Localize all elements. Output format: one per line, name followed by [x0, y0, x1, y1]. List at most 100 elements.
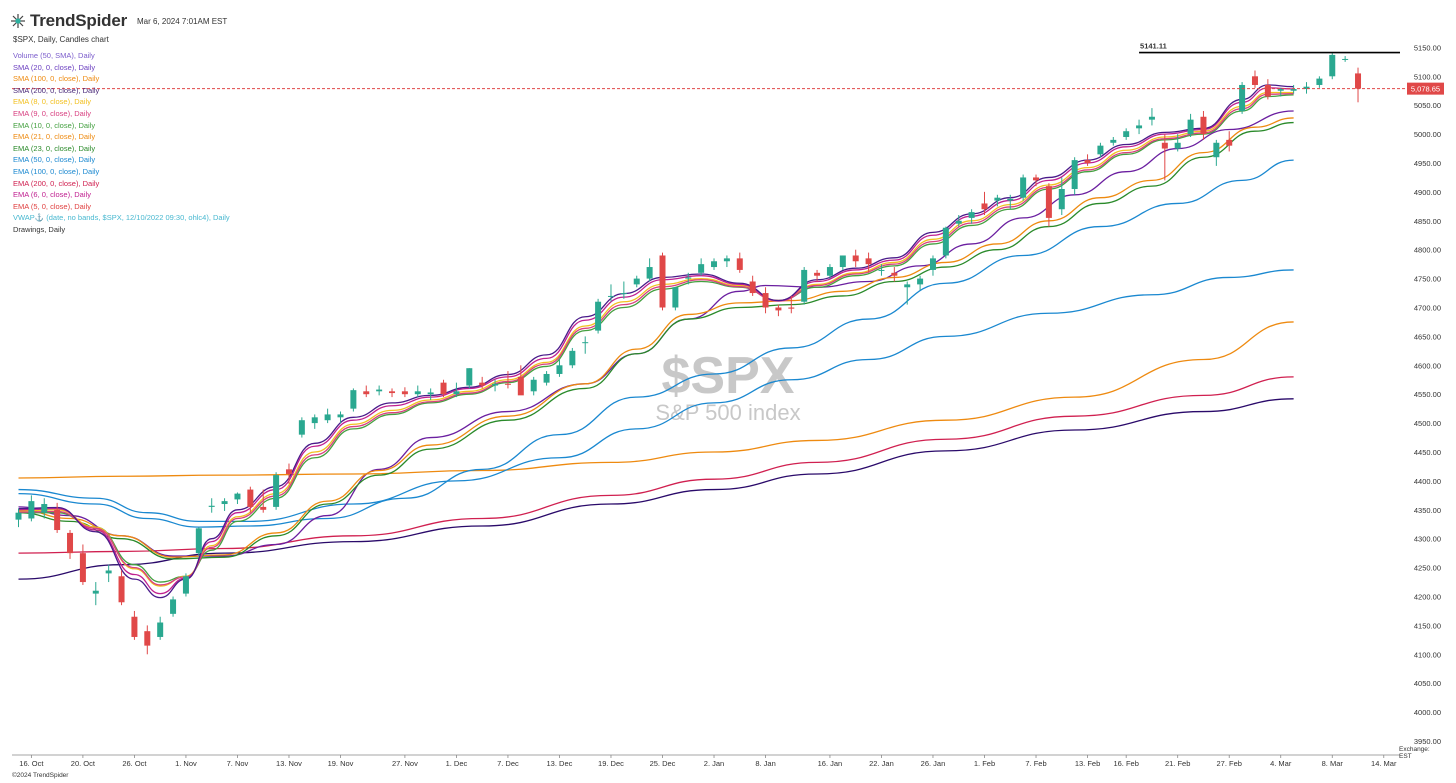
candle [479, 376, 486, 389]
candle [633, 275, 640, 288]
legend-item[interactable]: EMA (5, 0, close), Daily [13, 201, 91, 211]
candle [711, 258, 718, 270]
candle-body [955, 220, 962, 224]
y-tick-label: 4200.00 [1414, 593, 1441, 602]
candle [208, 498, 215, 513]
candle [1303, 82, 1310, 94]
x-tick-label: 13. Dec [547, 759, 573, 768]
ma-line [18, 398, 1294, 580]
x-tick-label: 25. Dec [650, 759, 676, 768]
candle [15, 508, 22, 528]
y-tick-label: 4250.00 [1414, 564, 1441, 573]
candle-body [170, 599, 177, 614]
y-tick-label: 4650.00 [1414, 332, 1441, 341]
x-tick-label: 14. Mar [1371, 759, 1397, 768]
candle-body [1303, 86, 1310, 90]
candle-body [504, 383, 511, 385]
candle-body [659, 255, 666, 308]
candle [67, 530, 74, 559]
watermark-symbol: $SPX [662, 347, 795, 405]
legend-item[interactable]: SMA (100, 0, close), Daily [13, 74, 100, 84]
ma-line [18, 159, 1294, 528]
legend-item[interactable]: EMA (8, 0, close), Daily [13, 97, 91, 107]
candle-body [852, 255, 859, 262]
candlesticks [15, 53, 1362, 655]
watermark: $SPX S&P 500 index [655, 347, 800, 425]
legend-item[interactable]: EMA (50, 0, close), Daily [13, 155, 96, 165]
candle [1045, 183, 1052, 227]
candle-body [595, 301, 602, 331]
candle-body [15, 512, 22, 520]
candle-body [1007, 198, 1014, 201]
x-tick-label: 16. Jan [818, 759, 843, 768]
candle [195, 527, 202, 557]
legend-item[interactable]: EMA (200, 0, close), Daily [13, 178, 100, 188]
candle-body [1097, 145, 1104, 155]
ma-line [18, 94, 1294, 583]
candle-body [389, 391, 396, 394]
candle-body [968, 212, 975, 218]
y-tick-label: 5050.00 [1414, 101, 1441, 110]
candle-body [273, 475, 280, 507]
candle [826, 264, 833, 279]
legend-item[interactable]: SMA (20, 0, close), Daily [13, 62, 96, 72]
candle [427, 388, 434, 400]
candle-body [1045, 186, 1052, 218]
legend-item[interactable]: SMA (200, 0, close), Daily [13, 85, 100, 95]
candle-body [479, 382, 486, 386]
header: TrendSpider Mar 6, 2024 7:01AM EST [10, 10, 227, 32]
candle [1264, 79, 1271, 100]
candle [1342, 56, 1349, 62]
price-overlays: 5141.11 5,078.65 [12, 42, 1444, 95]
candle [801, 267, 808, 305]
legend-item[interactable]: EMA (10, 0, close), Daily [13, 120, 96, 130]
candle-body [131, 616, 138, 637]
candle [517, 365, 524, 396]
legend-item[interactable]: EMA (21, 0, close), Daily [13, 132, 96, 142]
candle [1020, 174, 1027, 201]
y-tick-label: 4850.00 [1414, 217, 1441, 226]
candle [1007, 194, 1014, 210]
candle-body [1136, 125, 1143, 129]
candle-body [1277, 89, 1284, 91]
legend-item[interactable]: EMA (100, 0, close), Daily [13, 166, 100, 176]
candle [994, 194, 1001, 207]
y-tick-label: 4900.00 [1414, 188, 1441, 197]
candle [440, 379, 447, 398]
candle-body [904, 284, 911, 288]
candle-body [79, 553, 86, 583]
y-tick-label: 4500.00 [1414, 419, 1441, 428]
legend-item[interactable]: EMA (9, 0, close), Daily [13, 108, 91, 118]
legend-item[interactable]: EMA (6, 0, close), Daily [13, 190, 91, 200]
candle-body [865, 258, 872, 265]
legend-item[interactable]: VWAP⚓ (date, no bands, $SPX, 12/10/2022 … [13, 213, 230, 223]
candle [1071, 157, 1078, 195]
candle-body [762, 293, 769, 308]
candle [118, 570, 125, 606]
candle-body [1084, 160, 1091, 163]
candle [504, 371, 511, 389]
candle [1148, 108, 1155, 126]
x-tick-label: 27. Feb [1217, 759, 1242, 768]
exchange-value: EST [1399, 753, 1412, 760]
candle-body [994, 197, 1001, 201]
candle-body [1213, 142, 1220, 158]
moving-average-lines [18, 84, 1294, 599]
legend-item[interactable]: Drawings, Daily [13, 224, 66, 234]
candle [1329, 53, 1336, 80]
candle [337, 411, 344, 424]
candle [607, 284, 614, 302]
candle-body [878, 269, 885, 271]
copyright: ©2024 TrendSpider [12, 772, 69, 779]
x-tick-label: 27. Nov [392, 759, 418, 768]
legend-item[interactable]: Volume (50, SMA), Daily [13, 51, 95, 60]
x-tick-label: 1. Dec [446, 759, 468, 768]
x-tick-label: 22. Jan [869, 759, 894, 768]
legend-item[interactable]: EMA (23, 0, close), Daily [13, 143, 96, 153]
candle [453, 382, 460, 398]
exchange-title: Exchange: [1399, 746, 1430, 753]
candle-body [118, 576, 125, 603]
candle-body [672, 287, 679, 308]
candle [105, 564, 112, 583]
